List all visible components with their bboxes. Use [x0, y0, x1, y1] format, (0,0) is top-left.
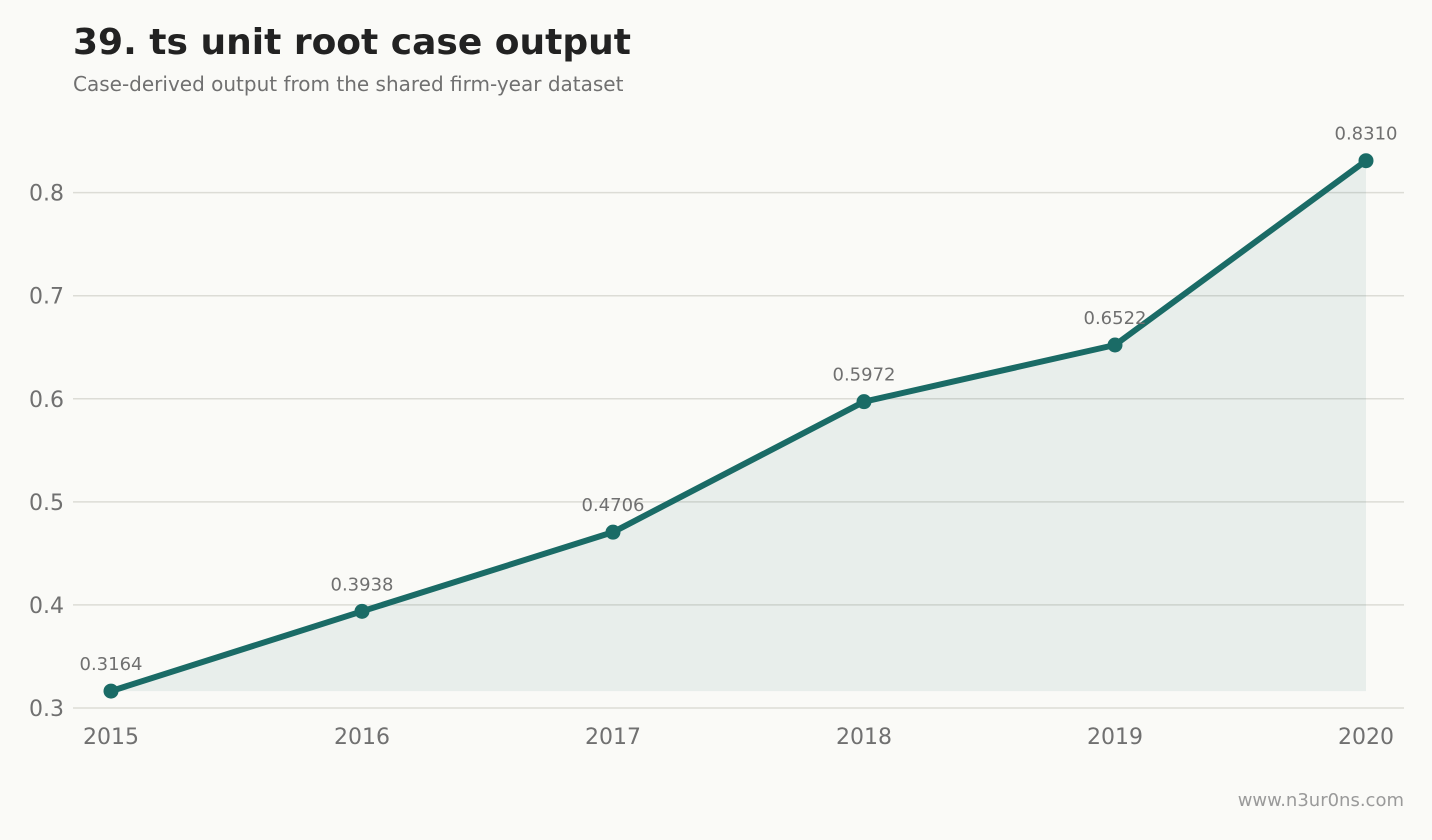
data-label: 0.8310	[1335, 124, 1398, 145]
data-point	[1358, 153, 1374, 169]
area-fill	[111, 160, 1366, 692]
chart-subtitle: Case-derived output from the shared firm…	[73, 72, 624, 96]
x-tick-label: 2016	[334, 725, 390, 750]
x-tick-label: 2019	[1087, 725, 1143, 750]
data-label: 0.5972	[833, 365, 896, 386]
data-point	[856, 394, 872, 410]
data-point	[605, 524, 621, 540]
y-tick-label: 0.8	[29, 182, 64, 207]
y-axis-ticks: 0.3 0.4 0.5 0.6 0.7 0.8	[29, 182, 64, 722]
data-label: 0.3938	[331, 574, 394, 595]
series-line	[108, 157, 1369, 695]
data-point	[103, 683, 119, 699]
data-label: 0.3164	[80, 654, 143, 675]
data-label: 0.6522	[1084, 308, 1147, 329]
x-tick-label: 2018	[836, 725, 892, 750]
y-tick-label: 0.3	[29, 697, 64, 722]
y-tick-label: 0.5	[29, 491, 64, 516]
grid-lines	[73, 191, 1404, 709]
series-line-group	[108, 157, 1369, 695]
x-tick-label: 2015	[83, 725, 139, 750]
x-axis-ticks: 2015 2016 2017 2018 2019 2020	[83, 725, 1394, 750]
data-point	[354, 603, 370, 619]
x-tick-label: 2020	[1338, 725, 1394, 750]
y-tick-label: 0.7	[29, 285, 64, 310]
data-label: 0.4706	[582, 495, 645, 516]
y-tick-label: 0.4	[29, 594, 64, 619]
chart-title: 39. ts unit root case output	[73, 22, 631, 63]
area-fill-group	[111, 160, 1366, 692]
x-tick-label: 2017	[585, 725, 641, 750]
y-tick-label: 0.6	[29, 388, 64, 413]
data-points	[103, 153, 1374, 699]
data-point	[1107, 337, 1123, 353]
data-labels: 0.3164 0.3938 0.4706 0.5972 0.6522 0.8310	[80, 124, 1398, 675]
footer-credit: www.n3ur0ns.com	[1237, 790, 1404, 811]
